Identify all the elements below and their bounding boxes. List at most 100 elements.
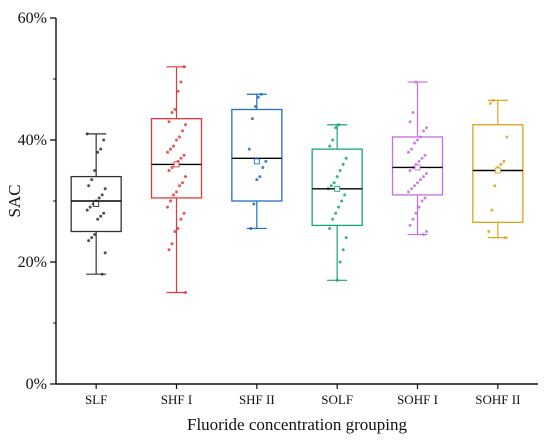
mean-marker <box>173 161 180 168</box>
data-point <box>341 162 345 166</box>
data-point <box>419 135 422 139</box>
box-group-sohf-i <box>391 80 444 237</box>
data-point <box>90 236 94 240</box>
data-point <box>417 159 421 163</box>
data-point <box>425 230 428 233</box>
data-point <box>407 190 410 194</box>
data-point <box>261 165 265 169</box>
box-group-sohf-ii <box>472 98 524 240</box>
y-tick-label: 60% <box>18 10 47 27</box>
x-tick-label: SOLF <box>321 392 353 407</box>
data-point <box>175 190 178 194</box>
y-tick-label: 40% <box>18 132 47 149</box>
data-point <box>102 211 106 215</box>
data-point <box>167 169 171 172</box>
data-point <box>97 196 101 200</box>
box-iqr <box>231 108 283 202</box>
data-point <box>328 226 332 230</box>
data-point <box>334 126 338 130</box>
data-point <box>413 141 416 145</box>
data-point <box>255 178 259 182</box>
data-point <box>250 117 254 121</box>
data-point <box>247 147 251 151</box>
mean-marker <box>334 185 341 192</box>
data-point <box>414 211 418 215</box>
data-point <box>344 156 348 160</box>
data-point <box>264 159 268 163</box>
data-point <box>329 184 333 188</box>
data-point <box>99 147 103 151</box>
data-point <box>166 205 169 209</box>
y-axis-title: SAC <box>5 184 24 217</box>
x-tick-label: SOHF II <box>475 392 520 407</box>
data-point <box>184 123 187 127</box>
data-point <box>172 193 175 197</box>
data-point <box>420 156 424 160</box>
data-point <box>490 208 494 212</box>
data-point <box>408 169 412 172</box>
mean-marker <box>253 158 260 165</box>
data-point <box>181 129 184 133</box>
boxes-layer <box>70 65 524 294</box>
data-point <box>341 248 345 252</box>
data-point <box>408 223 412 227</box>
data-point <box>335 278 339 282</box>
x-tick-label: SOHF I <box>397 392 438 407</box>
mean-marker <box>494 167 501 174</box>
data-point <box>176 89 180 93</box>
x-tick-label: SHF II <box>239 392 275 407</box>
data-point <box>172 144 175 148</box>
data-point <box>102 138 106 142</box>
data-point <box>334 211 338 215</box>
data-point <box>93 169 97 172</box>
data-point <box>331 138 335 142</box>
data-point <box>408 120 412 124</box>
data-point <box>249 226 253 230</box>
data-point <box>85 132 89 136</box>
box-group-solf <box>311 123 363 282</box>
data-point <box>252 202 256 206</box>
data-point <box>337 123 341 127</box>
data-point <box>184 175 187 179</box>
data-point <box>338 260 342 264</box>
data-point <box>343 193 347 197</box>
data-point <box>258 175 262 179</box>
data-point <box>173 230 177 233</box>
x-tick-label: SLF <box>85 392 107 407</box>
box-iqr <box>311 148 363 227</box>
data-point <box>493 184 497 188</box>
data-point <box>332 181 336 185</box>
data-point <box>184 291 187 294</box>
data-point <box>422 175 425 179</box>
data-point <box>328 144 332 148</box>
data-point <box>505 135 509 139</box>
data-point <box>253 104 257 108</box>
x-axis-title: Fluoride concentration grouping <box>187 415 408 434</box>
data-point <box>414 80 418 84</box>
data-point <box>411 111 415 115</box>
data-point <box>410 187 413 191</box>
data-point <box>425 172 428 176</box>
data-point <box>503 236 507 240</box>
data-point <box>169 199 172 203</box>
data-point <box>417 205 421 209</box>
data-point <box>87 184 91 188</box>
data-point <box>100 272 104 276</box>
data-point <box>499 162 503 166</box>
mean-marker <box>414 164 421 171</box>
data-point <box>170 111 174 115</box>
data-point <box>166 150 169 154</box>
box-group-shf-i <box>150 65 203 294</box>
data-point <box>181 181 184 185</box>
data-point <box>96 217 100 221</box>
data-point <box>176 226 180 230</box>
data-point <box>103 187 107 191</box>
data-point <box>178 184 181 188</box>
data-point <box>170 165 174 169</box>
data-point <box>416 138 419 142</box>
data-point <box>100 193 104 197</box>
data-point <box>170 242 174 246</box>
data-point <box>182 153 186 157</box>
